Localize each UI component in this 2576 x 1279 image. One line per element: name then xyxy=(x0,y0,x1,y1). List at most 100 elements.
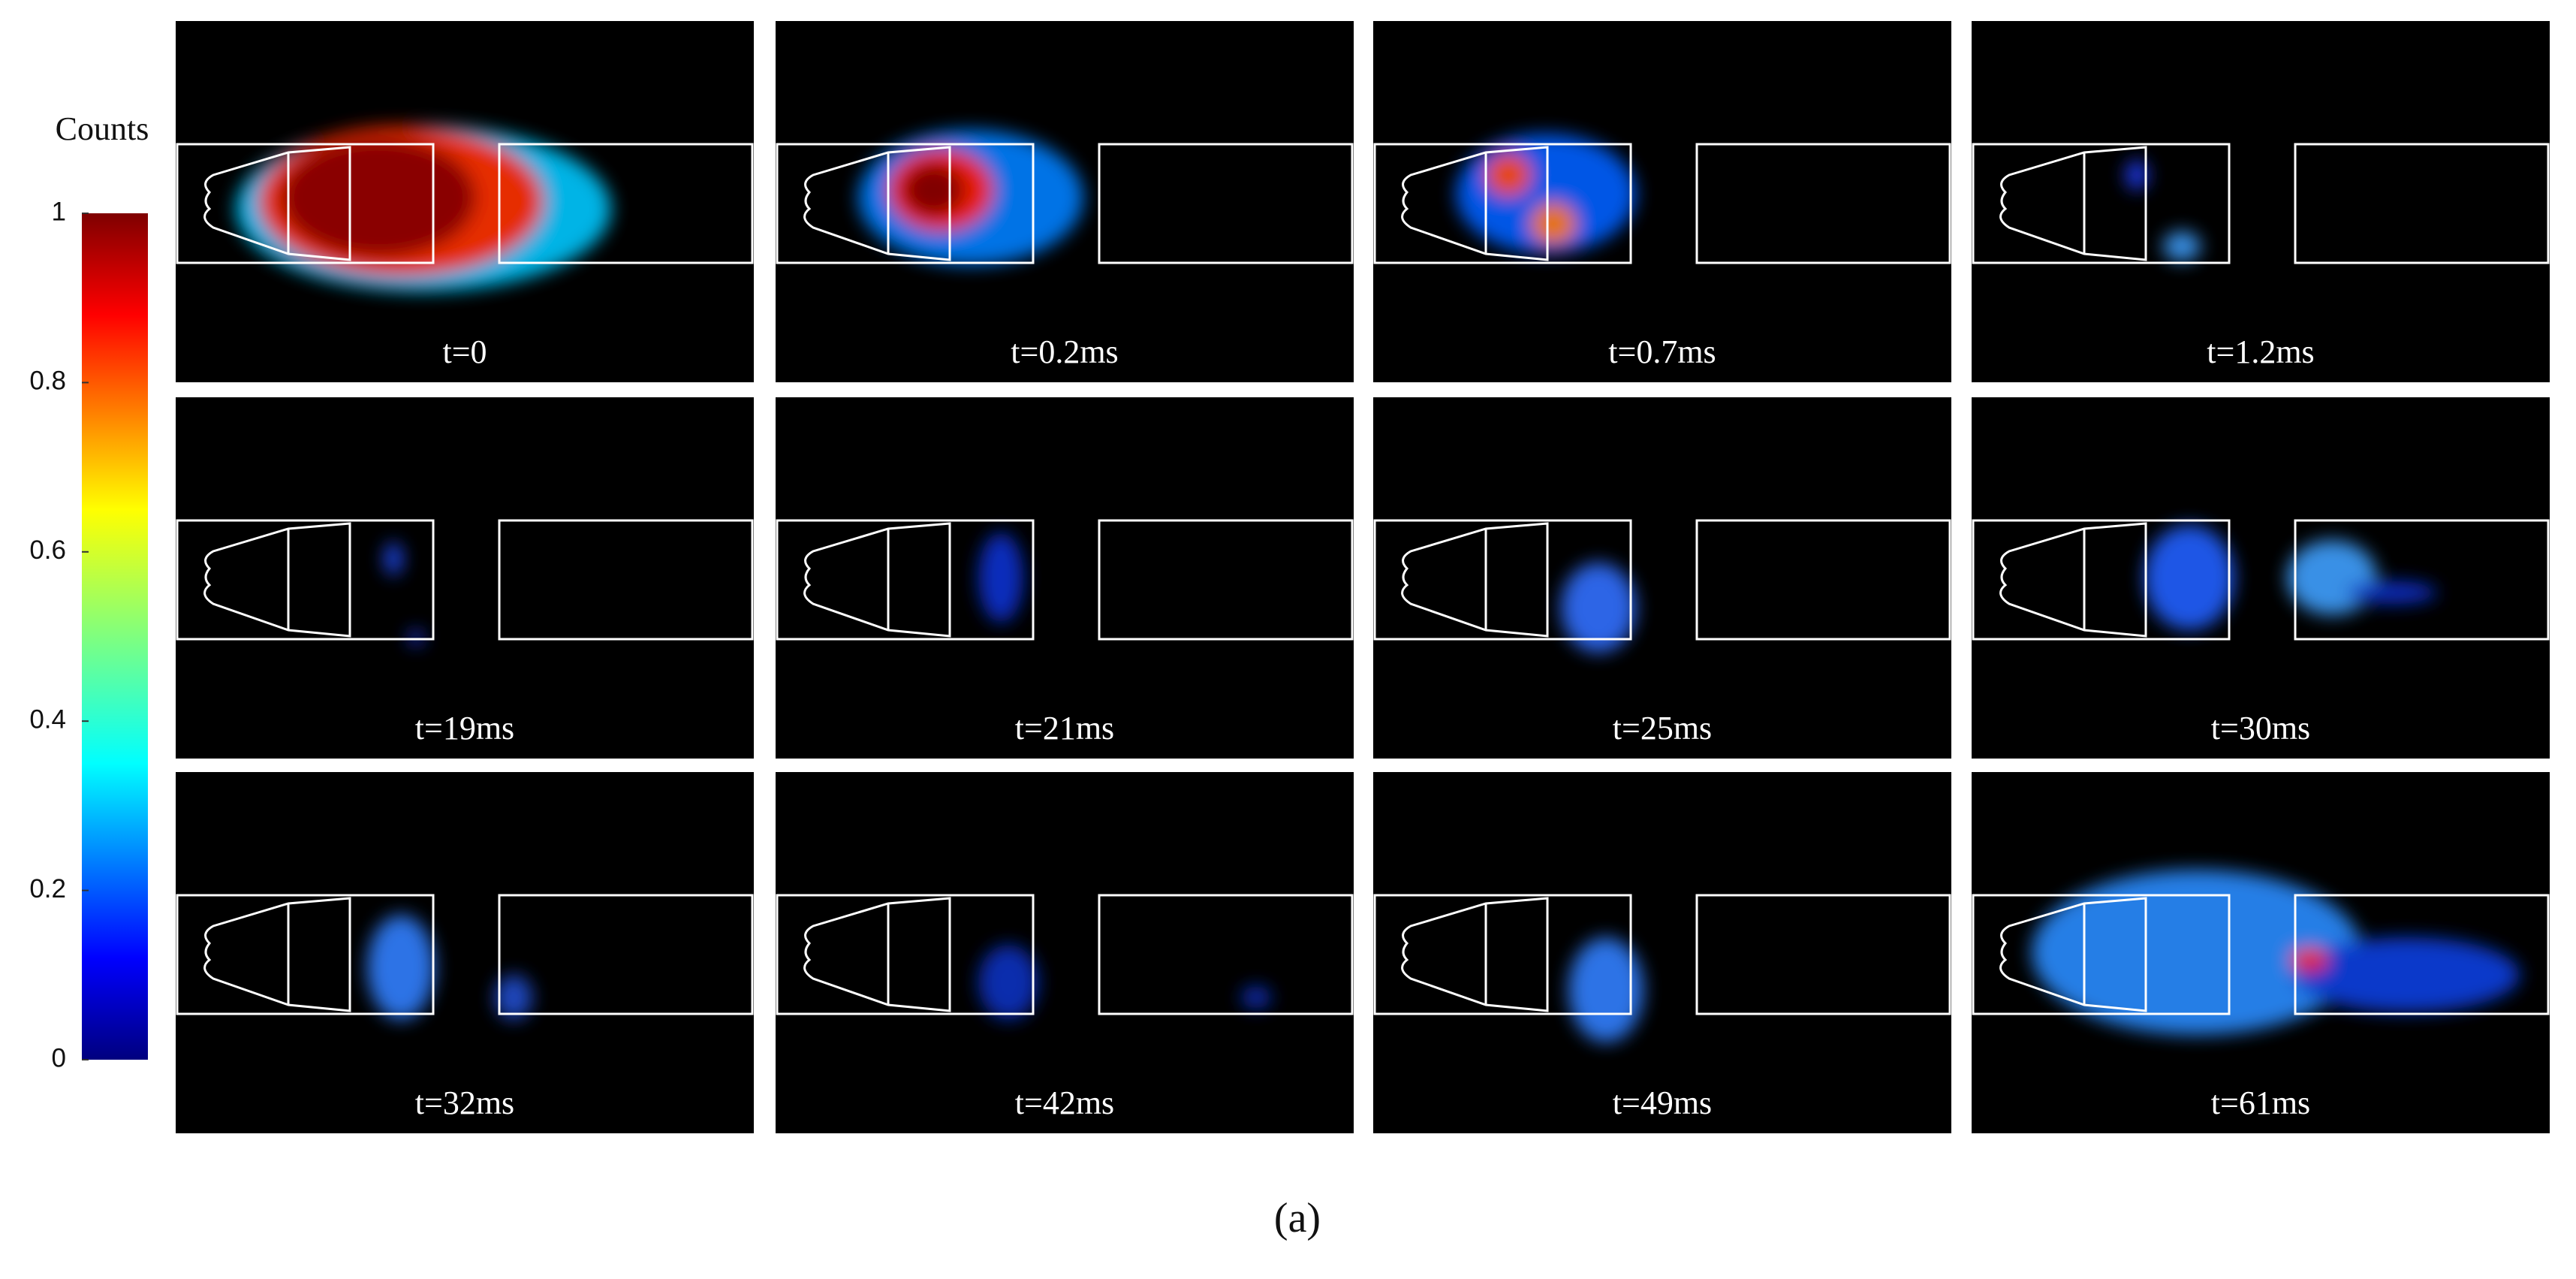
colorbar-tick-label: 0.6 xyxy=(29,535,66,565)
nozzle-outline xyxy=(203,897,351,1012)
intensity-blob xyxy=(495,975,532,1020)
chamber-outline xyxy=(176,519,435,641)
panel: t=1.2ms xyxy=(1972,21,2550,382)
nozzle-outline xyxy=(1999,146,2147,261)
panel-background xyxy=(1972,397,2550,759)
duct-outline xyxy=(1695,894,1951,1015)
panel-label: t=19ms xyxy=(415,710,514,747)
colorbar-tick-label: 0.8 xyxy=(29,367,66,396)
intensity xyxy=(1456,134,1636,254)
duct-outline xyxy=(2294,519,2550,641)
chamber-outline xyxy=(776,894,1035,1015)
duct-outline xyxy=(498,519,754,641)
intensity xyxy=(858,130,1083,265)
nozzle-outline xyxy=(203,522,351,638)
caption: (a) xyxy=(1274,1195,1321,1241)
nozzle-outline xyxy=(803,522,951,638)
intensity-blob xyxy=(2287,540,2377,615)
intensity-blob xyxy=(2126,160,2148,190)
nozzle-outline xyxy=(1401,522,1549,638)
intensity-blob xyxy=(2032,870,2362,1035)
chamber-outline xyxy=(1972,519,2231,641)
panel: t=19ms xyxy=(176,397,754,759)
duct-outline xyxy=(1098,894,1354,1015)
panel: t=49ms xyxy=(1373,772,1951,1133)
intensity-blob xyxy=(384,542,402,575)
panel-label: t=0.7ms xyxy=(1608,333,1716,370)
panel-label: t=25ms xyxy=(1613,710,1712,747)
nozzle-outline xyxy=(203,146,351,261)
colorbar xyxy=(82,213,148,1060)
intensity-blob xyxy=(1568,937,1644,1042)
duct-outline xyxy=(1695,519,1951,641)
intensity xyxy=(384,542,423,645)
chamber-outline xyxy=(776,519,1035,641)
chamber-outline xyxy=(1972,143,2231,264)
duct-outline xyxy=(1695,143,1951,264)
nozzle-outline xyxy=(1401,897,1549,1012)
intensity-blob xyxy=(1531,203,1576,245)
colorbar-tick-label: 1 xyxy=(52,197,66,226)
chamber-outline xyxy=(1373,143,1632,264)
nozzle-outline xyxy=(803,897,951,1012)
colorbar-tick-label: 0.4 xyxy=(29,704,66,734)
panel-background xyxy=(176,397,754,759)
intensity xyxy=(1561,563,1636,653)
panel: t=0.7ms xyxy=(1373,21,1951,382)
duct-outline xyxy=(2294,143,2550,264)
colorbar-title: Counts xyxy=(56,110,149,147)
panel-label: t=21ms xyxy=(1015,710,1114,747)
panel: t=21ms xyxy=(776,397,1354,759)
intensity-blob xyxy=(408,630,423,645)
nozzle-outline xyxy=(1999,522,2147,638)
intensity xyxy=(2126,160,2201,261)
intensity-blob xyxy=(2163,231,2201,261)
duct-outline xyxy=(498,143,754,264)
duct-outline xyxy=(1098,519,1354,641)
panel-label: t=42ms xyxy=(1015,1084,1114,1121)
colorbar-tick-label: 0.2 xyxy=(29,874,66,903)
intensity xyxy=(978,945,1271,1020)
panel: t=32ms xyxy=(176,772,754,1133)
intensity xyxy=(2032,870,2520,1035)
panel-background xyxy=(1972,21,2550,382)
panel-label: t=32ms xyxy=(415,1084,514,1121)
intensity xyxy=(236,126,611,291)
intensity-blob xyxy=(2291,949,2328,971)
chamber-outline xyxy=(176,143,435,264)
intensity-blob xyxy=(367,915,435,1020)
panel-label: t=1.2ms xyxy=(2207,333,2314,370)
colorbar-tick-label: 0 xyxy=(52,1043,66,1072)
intensity-blob xyxy=(1486,154,1531,196)
intensity-blob xyxy=(281,137,476,258)
panel: t=25ms xyxy=(1373,397,1951,759)
intensity xyxy=(367,915,532,1020)
panel-background xyxy=(776,397,1354,759)
chamber-outline xyxy=(1373,894,1632,1015)
intensity-blob xyxy=(2144,525,2234,630)
intensity-blob xyxy=(978,945,1038,1020)
nozzle-outline xyxy=(803,146,951,261)
duct-outline xyxy=(1098,143,1354,264)
duct-outline xyxy=(498,894,754,1015)
duct-outline xyxy=(2294,894,2550,1015)
chamber-outline xyxy=(776,143,1035,264)
panel: t=30ms xyxy=(1972,397,2550,759)
chamber-outline xyxy=(176,894,435,1015)
intensity xyxy=(2144,525,2437,630)
intensity-blob xyxy=(978,532,1023,623)
nozzle-outline xyxy=(1999,897,2147,1012)
intensity-blob xyxy=(1561,563,1636,653)
panel: t=61ms xyxy=(1972,772,2550,1133)
intensity xyxy=(1568,937,1644,1042)
intensity-blob xyxy=(2347,581,2437,604)
intensity-blob xyxy=(1241,986,1271,1009)
panel: t=42ms xyxy=(776,772,1354,1133)
panel-label: t=61ms xyxy=(2211,1084,2310,1121)
chamber-outline xyxy=(1972,894,2231,1015)
panel-label: t=49ms xyxy=(1613,1084,1712,1121)
panel-background xyxy=(1373,772,1951,1133)
panel-label: t=0 xyxy=(442,333,487,370)
panel-background xyxy=(176,772,754,1133)
